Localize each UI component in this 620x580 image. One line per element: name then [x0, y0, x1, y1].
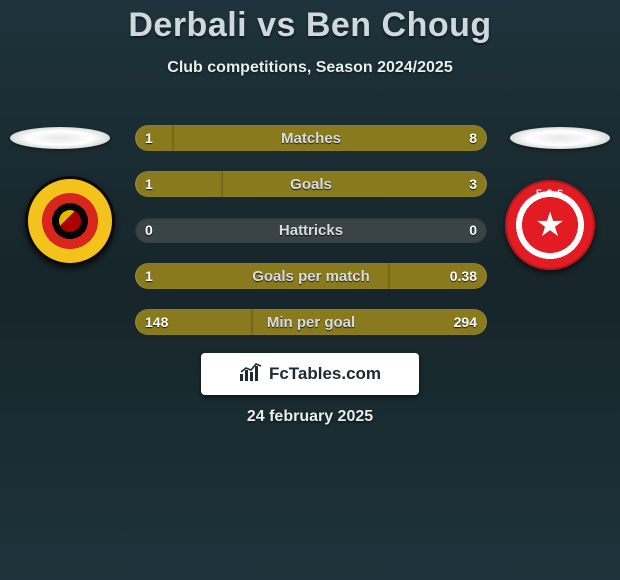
stats-bars: 18Matches 13Goals 00Hattricks 10.38Goals pe…	[135, 125, 487, 355]
bar-track	[135, 217, 487, 243]
bar-left-fill	[135, 171, 223, 197]
club-crest-left	[25, 176, 115, 266]
stat-row: 13Goals	[135, 171, 487, 197]
page-title: Derbali vs Ben Choug	[0, 0, 620, 45]
player-left-shadow	[10, 127, 110, 149]
bar-right-fill	[174, 125, 487, 151]
bar-track	[135, 125, 487, 151]
player-right-shadow	[510, 127, 610, 149]
brand-text: FcTables.com	[269, 364, 381, 384]
bar-right-fill	[223, 171, 487, 197]
bar-track	[135, 171, 487, 197]
club-crest-right	[505, 180, 595, 270]
bar-right-fill	[390, 263, 487, 289]
chart-icon	[239, 362, 263, 387]
bar-track	[135, 309, 487, 335]
bar-left-fill	[135, 309, 253, 335]
stat-row: 18Matches	[135, 125, 487, 151]
bar-left-fill	[135, 263, 390, 289]
brand-badge: FcTables.com	[201, 353, 419, 395]
stat-row: 148294Min per goal	[135, 309, 487, 335]
date-label: 24 february 2025	[0, 408, 620, 426]
bar-right-fill	[253, 309, 487, 335]
stat-row: 00Hattricks	[135, 217, 487, 243]
bar-track	[135, 263, 487, 289]
subtitle: Club competitions, Season 2024/2025	[0, 59, 620, 77]
bar-left-fill	[135, 125, 174, 151]
stat-row: 10.38Goals per match	[135, 263, 487, 289]
